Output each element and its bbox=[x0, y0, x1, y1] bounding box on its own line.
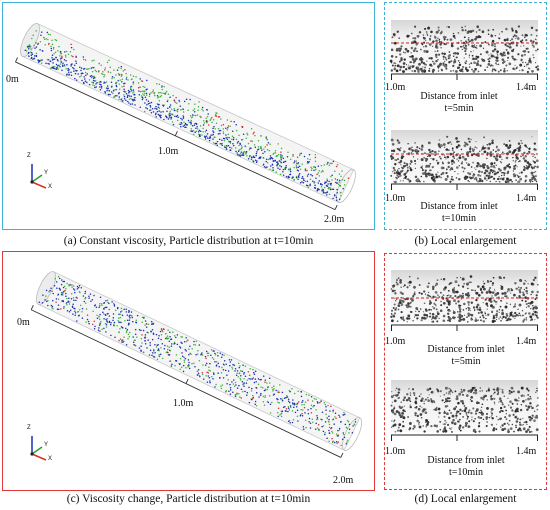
panel-a-label-1m: 1.0m bbox=[158, 146, 179, 157]
panel-b-bottom-left-label: 1.0m bbox=[385, 193, 406, 204]
panel-b-top-particles bbox=[389, 20, 540, 74]
panel-a-axis-y: Y bbox=[44, 170, 49, 176]
panel-d-top-axis-title: Distance from inlet bbox=[427, 344, 505, 355]
panel-d-bottom-particles bbox=[390, 380, 539, 434]
panel-a-axis-z: Z bbox=[27, 153, 31, 159]
panel-c-pipe bbox=[30, 271, 363, 458]
panel-c-label-1m: 1.0m bbox=[173, 398, 194, 409]
panel-a-axis-triad bbox=[30, 164, 47, 189]
panel-d-bottom-axis-title: Distance from inlet bbox=[427, 455, 505, 466]
panel-a-pipe bbox=[15, 23, 356, 211]
panel-c-axis-y: Y bbox=[44, 442, 49, 448]
panel-d-top-right-label: 1.4m bbox=[516, 336, 537, 347]
panel-d-bottom-axis bbox=[391, 434, 538, 441]
panel-b-top-time: t=5min bbox=[444, 103, 474, 114]
panel-c-label-0m: 0m bbox=[17, 317, 30, 328]
panel-d-bottom-time: t=10min bbox=[449, 467, 483, 478]
panel-a-axis-x: X bbox=[48, 184, 53, 190]
panel-b-bottom-particles bbox=[390, 130, 539, 184]
panel-b-top-left-label: 1.0m bbox=[385, 82, 406, 93]
panel-c-axis-z: Z bbox=[27, 425, 31, 431]
panel-b-top-right-label: 1.4m bbox=[516, 82, 537, 93]
panel-c-label-2m: 2.0m bbox=[333, 475, 354, 486]
panel-c-frame bbox=[2, 251, 375, 491]
panel-c-axis-x: X bbox=[48, 456, 53, 462]
panel-a-label-0m: 0m bbox=[6, 74, 19, 85]
panel-a-frame bbox=[2, 2, 375, 230]
panel-b-top-axis-title: Distance from inlet bbox=[420, 91, 498, 102]
panel-d-top-left-label: 1.0m bbox=[385, 336, 406, 347]
panel-c-axis-triad bbox=[30, 436, 47, 461]
panel-d-top-axis bbox=[391, 324, 538, 331]
panel-d-top-time: t=5min bbox=[451, 356, 481, 367]
panel-b-bottom-axis-title: Distance from inlet bbox=[420, 201, 498, 212]
panel-d-caption: (d) Local enlargement bbox=[414, 493, 517, 505]
panel-d-bottom-right-label: 1.4m bbox=[516, 446, 537, 457]
panel-a-label-2m: 2.0m bbox=[324, 214, 345, 225]
panel-b-caption: (b) Local enlargement bbox=[414, 235, 517, 247]
panel-d-frame bbox=[384, 253, 547, 490]
panel-a-caption: (a) Constant viscosity, Particle distrib… bbox=[63, 235, 314, 247]
panel-d-top-particles bbox=[390, 270, 539, 323]
panel-b-bottom-time: t=10min bbox=[442, 213, 476, 224]
panel-b-bottom-right-label: 1.4m bbox=[516, 193, 537, 204]
panel-b-frame bbox=[384, 2, 547, 230]
panel-b-bottom-axis bbox=[391, 183, 538, 190]
panel-c-caption: (c) Viscosity change, Particle distribut… bbox=[66, 493, 311, 505]
panel-b-top-axis bbox=[391, 73, 538, 80]
panel-d-bottom-left-label: 1.0m bbox=[385, 446, 406, 457]
